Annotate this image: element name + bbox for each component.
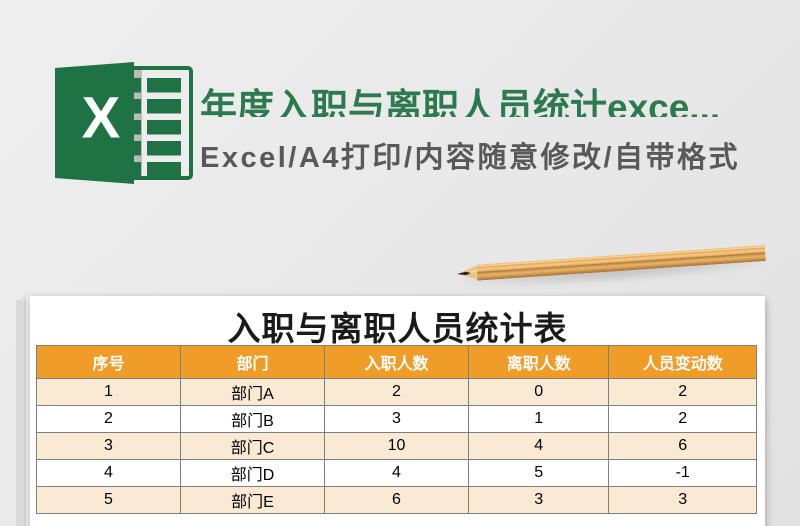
svg-text:X: X [82,86,121,151]
